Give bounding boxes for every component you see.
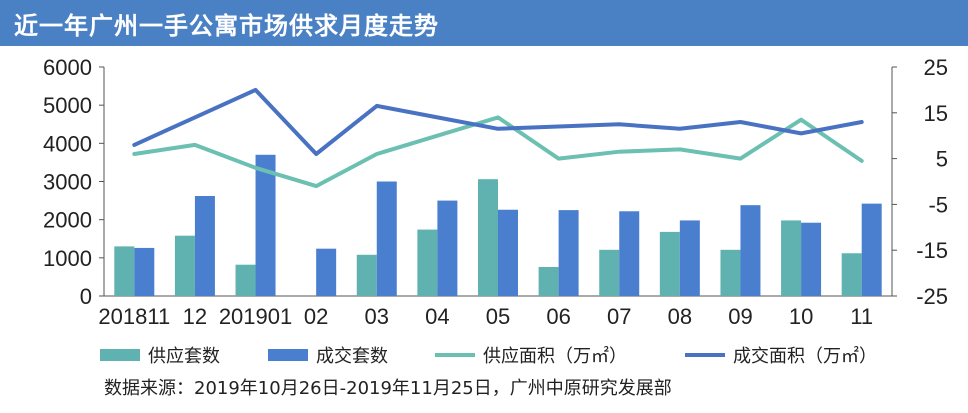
line-deal-area: [132, 87, 864, 156]
legend-item-deal-area: 成交面积（万㎡）: [685, 342, 877, 368]
x-tick-label: 08: [668, 304, 692, 329]
bar-deal-units-09: [740, 205, 761, 296]
legend-swatch-supply-units: [100, 349, 140, 361]
x-tick-label: 11: [850, 304, 873, 329]
right-tick-label: 15: [924, 101, 948, 126]
legend-label-deal-units: 成交套数: [316, 346, 388, 367]
title-bar: 近一年广州一手公寓市场供求月度走势: [0, 0, 968, 46]
legend-swatch-deal-area: [685, 353, 725, 357]
bar-supply-units-05: [478, 179, 498, 296]
bar-supply-units-10: [781, 220, 802, 296]
legend-swatch-deal-units: [268, 349, 308, 361]
legend-item-supply-area: 供应面积（万㎡）: [435, 342, 627, 368]
bar-supply-units-03: [356, 254, 377, 296]
left-tick-label: 0: [80, 284, 92, 309]
bar-layer: [114, 154, 882, 296]
left-tick-label: 4000: [43, 131, 92, 156]
bar-deal-units-02: [316, 248, 337, 296]
bar-deal-units-05: [498, 209, 518, 296]
bar-supply-units-201901: [235, 264, 256, 296]
legend-swatch-supply-area: [435, 353, 475, 357]
bar-deal-units-03: [376, 181, 397, 296]
right-tick-label: -25: [916, 284, 948, 309]
right-tick-label: 25: [924, 55, 948, 80]
bar-supply-units-04: [417, 229, 438, 296]
bar-supply-units-06: [538, 266, 559, 296]
combo-chart: 0 1000 2000 3000 4000 5000 6000 -25 -15 -5 5 15 25 20…: [43, 55, 948, 329]
x-tick-label: 05: [486, 304, 510, 329]
bar-supply-units-12: [174, 235, 195, 296]
right-tick-label: -5: [928, 192, 948, 217]
left-tick-label: 2000: [43, 208, 92, 233]
right-tick-label: -15: [916, 238, 948, 263]
line-supply-area: [132, 115, 864, 189]
left-tick-label: 1000: [43, 246, 92, 271]
x-tick-label: 09: [728, 304, 752, 329]
x-tick-label: 10: [789, 304, 813, 329]
bar-supply-units-07: [599, 249, 620, 296]
bar-deal-units-201901: [255, 154, 276, 296]
x-tick-label: 02: [304, 304, 328, 329]
bar-supply-units-08: [659, 231, 680, 296]
left-tick-label: 3000: [43, 170, 92, 195]
right-tick-label: 5: [936, 147, 948, 172]
bar-deal-units-10: [801, 222, 822, 296]
data-source-note: 数据来源：2019年10月26日-2019年11月25日，广州中原研究发展部: [104, 378, 672, 399]
legend-label-deal-area: 成交面积（万㎡）: [733, 346, 877, 367]
bar-supply-units-11: [841, 253, 862, 296]
legend-item-deal-units: 成交套数: [268, 342, 388, 368]
legend: 供应套数 成交套数 供应面积（万㎡） 成交面积（万㎡）: [100, 342, 960, 368]
bar-supply-units-09: [720, 249, 741, 296]
left-tick-label: 6000: [43, 55, 92, 80]
tick-layer: 0 1000 2000 3000 4000 5000 6000 -25 -15 -5 5 15 25 20…: [43, 55, 948, 329]
x-tick-label: 201901: [219, 304, 292, 329]
bar-deal-units-11: [861, 203, 882, 296]
legend-item-supply-units: 供应套数: [100, 342, 220, 368]
x-tick-label: 12: [183, 304, 207, 329]
bar-deal-units-08: [679, 220, 700, 296]
bar-supply-units-201811: [114, 246, 135, 296]
legend-label-supply-area: 供应面积（万㎡）: [483, 346, 627, 367]
x-tick-label: 03: [365, 304, 389, 329]
left-tick-label: 5000: [43, 93, 92, 118]
bar-deal-units-07: [619, 211, 640, 296]
bar-deal-units-12: [194, 196, 215, 296]
legend-label-supply-units: 供应套数: [148, 346, 220, 367]
x-tick-label: 06: [546, 304, 570, 329]
chart-title: 近一年广州一手公寓市场供求月度走势: [14, 12, 439, 40]
x-tick-label: 201811: [98, 304, 170, 329]
line-layer: [132, 87, 864, 189]
bar-deal-units-04: [437, 200, 458, 296]
x-tick-label: 07: [607, 304, 631, 329]
bar-deal-units-06: [558, 210, 579, 296]
bar-deal-units-201811: [134, 247, 155, 296]
x-tick-label: 04: [425, 304, 449, 329]
